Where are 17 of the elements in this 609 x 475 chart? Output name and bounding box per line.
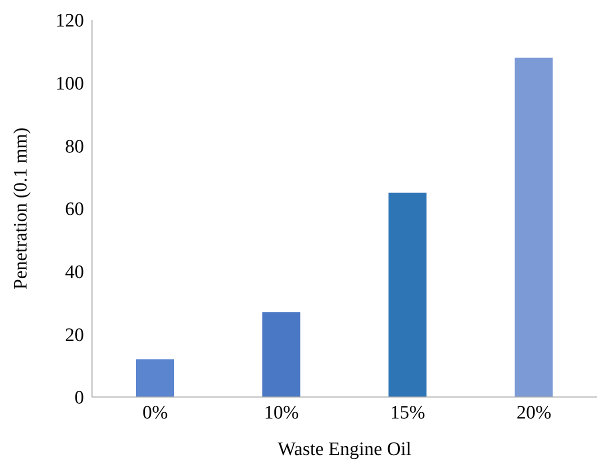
y-tick-label: 80 [65, 136, 84, 158]
y-tick-label: 60 [65, 199, 84, 220]
x-tick-label: 10% [264, 402, 299, 424]
y-tick-label: 0 [74, 388, 84, 409]
x-tick-label: 20% [516, 402, 552, 424]
x-axis-title: Waste Engine Oil [278, 439, 412, 460]
x-tick-label: 0% [142, 402, 168, 424]
y-axis-title: Penetration (0.1 mm) [10, 128, 32, 290]
bar [388, 192, 426, 397]
y-tick-label: 100 [56, 74, 84, 95]
bar [262, 312, 300, 397]
y-tick-label: 40 [65, 262, 84, 284]
y-tick-label: 120 [56, 10, 84, 32]
y-tick-label: 20 [65, 324, 84, 346]
x-tick-label: 15% [390, 402, 426, 424]
bar [514, 58, 553, 397]
bar [136, 359, 174, 397]
